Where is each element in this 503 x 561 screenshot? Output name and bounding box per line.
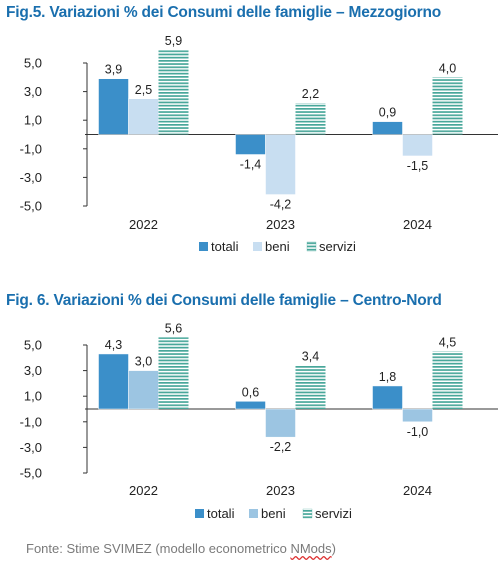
data-label-servizi-2023: 3,4 (302, 349, 319, 363)
bar-servizi-2023 (295, 103, 326, 135)
x-tick-label: 2024 (403, 483, 432, 498)
bar-servizi-2022 (158, 50, 189, 135)
bar-beni-2022 (128, 98, 159, 135)
bar-servizi-2024 (432, 77, 463, 135)
data-label-totali-2024: 1,8 (379, 370, 396, 384)
x-tick-label: 2024 (403, 217, 432, 232)
data-label-beni-2022: 3,0 (135, 355, 152, 369)
x-tick-label: 2023 (266, 217, 295, 232)
data-label-totali-2024: 0,9 (379, 106, 396, 120)
data-label-totali-2023: 0,6 (242, 385, 259, 399)
data-label-totali-2022: 4,3 (105, 338, 122, 352)
legend-swatch-servizi (306, 241, 317, 252)
data-label-beni-2024: -1,5 (407, 159, 429, 173)
data-label-servizi-2024: 4,5 (439, 335, 456, 349)
y-tick-label: -5,0 (20, 199, 42, 214)
bar-beni-2023 (265, 134, 296, 195)
source-model-name: NMods (290, 541, 332, 556)
data-label-servizi-2024: 4,0 (439, 61, 456, 75)
y-tick-label: -1,0 (20, 414, 42, 429)
chart-title-mezzogiorno: Fig.5. Variazioni % dei Consumi delle fa… (6, 4, 441, 21)
legend-label-totali: totali (211, 239, 239, 254)
bar-chart-centro-nord: 5,0 3,0 1,0 -1,0 -3,0 -5,0 4,3 3,0 5,6 2022 0,6 -2,… (20, 321, 498, 521)
y-tick-label: -3,0 (20, 440, 42, 455)
source-prefix: Fonte: Stime SVIMEZ (modello econometric… (26, 541, 291, 556)
data-label-beni-2022: 2,5 (135, 83, 152, 97)
y-tick-label: -3,0 (20, 170, 42, 185)
bar-beni-2022 (128, 370, 159, 410)
y-tick-label: 5,0 (24, 338, 42, 353)
source-suffix: ) (331, 541, 336, 556)
y-tick-label: 5,0 (24, 56, 42, 71)
data-label-servizi-2022: 5,6 (165, 321, 182, 335)
y-tick-label: -5,0 (20, 466, 42, 481)
legend-label-totali: totali (207, 506, 235, 521)
x-tick-label: 2022 (129, 483, 158, 498)
bar-totali-2024 (372, 121, 403, 135)
bar-servizi-2022 (158, 337, 189, 409)
bar-servizi-2024 (432, 351, 463, 409)
source-note: Fonte: Stime SVIMEZ (modello econometric… (26, 541, 336, 556)
y-tick-label: 3,0 (24, 84, 42, 99)
legend-swatch-totali (199, 242, 208, 251)
legend-label-beni: beni (261, 506, 286, 521)
bar-beni-2024 (402, 408, 433, 423)
legend-label-servizi: servizi (315, 506, 352, 521)
legend-label-beni: beni (265, 239, 290, 254)
legend-swatch-totali (195, 509, 204, 518)
data-label-beni-2023: -2,2 (270, 440, 292, 454)
y-tick-label: 1,0 (24, 113, 42, 128)
data-label-servizi-2023: 2,2 (302, 87, 319, 101)
data-label-beni-2023: -4,2 (270, 198, 292, 212)
bar-totali-2022 (98, 353, 129, 410)
legend-swatch-servizi (302, 508, 313, 519)
legend-label-servizi: servizi (319, 239, 356, 254)
data-label-beni-2024: -1,0 (407, 425, 429, 439)
chart-title-centro-nord: Fig. 6. Variazioni % dei Consumi delle f… (6, 292, 442, 309)
data-label-servizi-2022: 5,9 (165, 34, 182, 48)
bar-totali-2023 (235, 401, 266, 410)
bar-beni-2023 (265, 408, 296, 438)
bar-totali-2023 (235, 134, 266, 155)
data-label-totali-2022: 3,9 (105, 63, 122, 77)
y-tick-label: -1,0 (20, 141, 42, 156)
bar-totali-2022 (98, 78, 129, 135)
data-label-totali-2023: -1,4 (240, 158, 262, 172)
bar-chart-mezzogiorno: 5,0 3,0 1,0 -1,0 -3,0 -5,0 3,9 2,5 5,9 2022 -1,4 -4… (20, 34, 498, 254)
bar-totali-2024 (372, 385, 403, 410)
bar-beni-2024 (402, 134, 433, 157)
y-tick-label: 1,0 (24, 389, 42, 404)
bar-servizi-2023 (295, 365, 326, 409)
legend-swatch-beni (249, 509, 258, 518)
y-tick-label: 3,0 (24, 363, 42, 378)
x-tick-label: 2023 (266, 483, 295, 498)
x-tick-label: 2022 (129, 217, 158, 232)
legend-swatch-beni (253, 242, 262, 251)
